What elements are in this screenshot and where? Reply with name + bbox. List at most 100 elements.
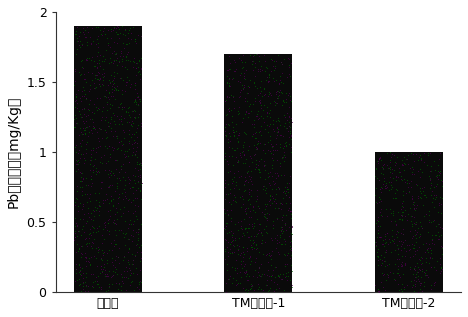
Point (272, 58, 279, 63)
Point (258, 272, 266, 277)
Point (223, 220, 231, 225)
Point (437, 202, 445, 207)
Point (118, 101, 125, 106)
Point (221, 227, 229, 232)
Point (256, 266, 263, 271)
Point (73, 220, 80, 225)
Point (92, 149, 100, 154)
Point (131, 99, 139, 104)
Point (248, 245, 256, 250)
Point (407, 213, 415, 218)
Point (253, 145, 260, 150)
Point (270, 280, 278, 285)
Point (123, 83, 130, 88)
Point (104, 43, 112, 48)
Point (77, 114, 85, 119)
Point (410, 152, 417, 157)
Point (109, 147, 117, 152)
Point (89, 147, 96, 152)
Point (288, 231, 295, 236)
Point (99, 74, 107, 79)
Point (262, 126, 269, 132)
Point (78, 132, 86, 137)
Point (288, 98, 295, 103)
Point (412, 282, 419, 287)
Point (134, 102, 142, 107)
Point (254, 270, 262, 275)
Point (252, 161, 260, 166)
Point (426, 176, 434, 181)
Point (262, 252, 270, 257)
Point (391, 162, 399, 167)
Point (387, 210, 395, 216)
Point (106, 171, 114, 176)
Point (283, 261, 290, 266)
Point (136, 278, 143, 283)
Point (83, 256, 90, 261)
Point (222, 280, 230, 285)
Point (108, 197, 115, 203)
Point (125, 139, 133, 144)
Point (269, 144, 277, 149)
Point (253, 113, 260, 118)
Point (97, 180, 105, 185)
Point (228, 120, 236, 125)
Point (83, 79, 90, 84)
Point (398, 287, 405, 292)
Point (88, 211, 95, 216)
Point (417, 220, 424, 225)
Point (416, 175, 424, 180)
Point (80, 217, 87, 222)
Point (122, 110, 129, 115)
Point (135, 178, 142, 183)
Point (409, 197, 416, 202)
Point (83, 192, 90, 197)
Point (386, 240, 394, 245)
Point (280, 195, 287, 200)
Point (133, 140, 140, 145)
Point (410, 289, 418, 294)
Point (253, 145, 260, 150)
Point (248, 234, 255, 239)
Point (244, 278, 252, 283)
Point (82, 258, 89, 263)
Point (88, 130, 96, 135)
Point (86, 89, 93, 94)
Point (432, 184, 439, 189)
Point (88, 284, 96, 289)
Point (118, 121, 125, 126)
Point (374, 231, 381, 236)
Point (393, 175, 400, 180)
Point (226, 67, 234, 72)
Point (237, 70, 245, 75)
Point (241, 288, 249, 293)
Point (73, 183, 80, 188)
Point (255, 221, 262, 226)
Point (378, 184, 385, 190)
Point (137, 196, 145, 201)
Point (272, 286, 280, 291)
Point (267, 235, 275, 240)
Point (430, 264, 438, 269)
Point (114, 287, 121, 292)
Point (270, 68, 278, 73)
Point (282, 192, 290, 197)
Point (96, 27, 104, 32)
Point (268, 187, 275, 192)
Point (250, 132, 257, 137)
Point (287, 174, 294, 179)
Point (86, 124, 93, 129)
Point (133, 249, 141, 254)
Point (75, 87, 82, 92)
Point (410, 206, 417, 211)
Point (221, 210, 229, 215)
Point (221, 151, 229, 156)
Point (245, 143, 253, 148)
Point (267, 107, 274, 112)
Point (117, 148, 125, 153)
Point (124, 109, 132, 114)
Point (252, 73, 259, 78)
Point (76, 29, 83, 35)
Point (269, 58, 276, 63)
Point (258, 114, 265, 119)
